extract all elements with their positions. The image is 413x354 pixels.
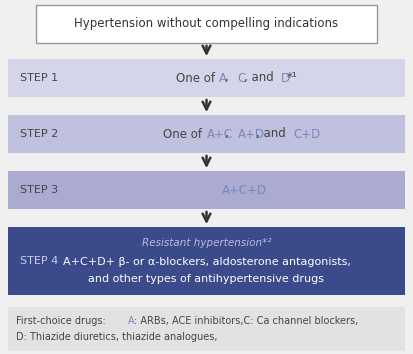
Text: ,: , [225,72,233,85]
Text: *¹: *¹ [287,72,298,85]
Text: D: D [281,72,290,85]
Text: STEP 2: STEP 2 [20,129,58,139]
Text: Resistant hypertension*²: Resistant hypertension*² [142,238,271,248]
Text: A: A [219,72,227,85]
Text: STEP 1: STEP 1 [20,73,58,83]
Text: ,: , [225,127,233,141]
Text: A+C+D: A+C+D [222,183,267,196]
Text: A+C+D+ β- or α-blockers, aldosterone antagonists,: A+C+D+ β- or α-blockers, aldosterone ant… [62,257,351,267]
Text: STEP 3: STEP 3 [20,185,58,195]
Text: One of: One of [176,72,218,85]
Text: One of: One of [163,127,206,141]
Text: Hypertension without compelling indications: Hypertension without compelling indicati… [74,17,339,30]
Text: C: C [237,72,246,85]
Text: D: Thiazide diuretics, thiazide analogues,: D: Thiazide diuretics, thiazide analogue… [16,332,218,342]
Text: A: A [128,316,135,326]
Text: A+C: A+C [206,127,233,141]
Text: : ARBs, ACE inhibitors,C: Ca channel blockers,: : ARBs, ACE inhibitors,C: Ca channel blo… [133,316,358,326]
Bar [8,115,405,153]
Text: STEP 4: STEP 4 [20,256,58,266]
Text: , and: , and [244,72,277,85]
Bar [8,171,405,209]
Text: , and: , and [256,127,290,141]
Bar [8,307,405,351]
Text: and other types of antihypertensive drugs: and other types of antihypertensive drug… [88,274,325,284]
Bar [36,5,377,43]
Text: First-choice drugs:: First-choice drugs: [16,316,109,326]
Bar [8,227,405,295]
Bar [8,59,405,97]
Text: C+D: C+D [293,127,320,141]
Text: A+D: A+D [237,127,264,141]
